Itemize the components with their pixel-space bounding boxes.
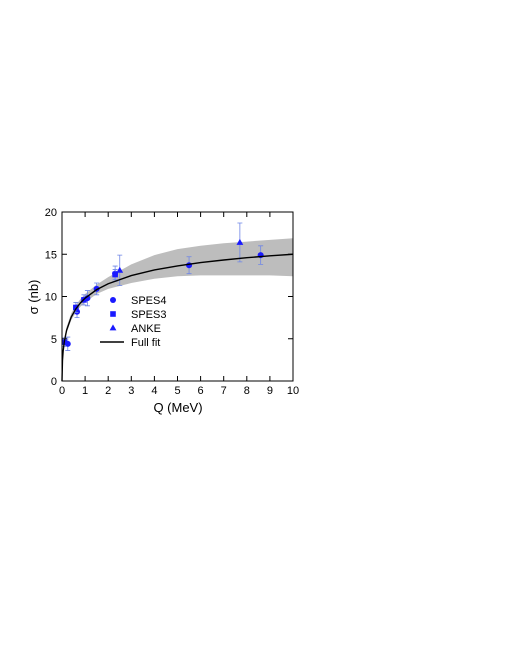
y-axis-label: σ (nb) (26, 280, 41, 315)
x-tick-label: 10 (287, 385, 299, 397)
legend-marker (110, 297, 116, 303)
y-tick-label: 20 (45, 207, 57, 219)
y-tick-label: 5 (51, 334, 57, 346)
x-tick-label: 7 (221, 385, 227, 397)
plot-frame (61, 211, 294, 382)
legend-label: Full fit (131, 337, 160, 349)
x-axis-label: Q (MeV) (153, 400, 202, 415)
x-tick-label: 3 (128, 385, 134, 397)
x-tick-label: 5 (174, 385, 180, 397)
legend-marker (110, 311, 116, 317)
marker (236, 238, 244, 245)
marker (73, 304, 79, 311)
legend-label: ANKE (131, 323, 161, 335)
x-tick-label: 0 (59, 385, 65, 397)
x-tick-label: 2 (105, 385, 111, 397)
y-tick-label: 0 (51, 376, 57, 388)
x-tick-label: 1 (82, 385, 88, 397)
uncertainty-band (62, 238, 293, 381)
y-tick-label: 15 (45, 249, 57, 261)
legend-label: SPES3 (131, 309, 166, 321)
marker (116, 266, 124, 273)
fit-line (61, 253, 294, 382)
legend-marker (109, 324, 117, 331)
x-tick-label: 6 (198, 385, 204, 397)
x-tick-label: 9 (267, 385, 273, 397)
x-tick-label: 4 (151, 385, 157, 397)
marker (112, 271, 118, 278)
y-tick-label: 10 (45, 292, 57, 304)
x-tick-label: 8 (244, 385, 250, 397)
legend-label: SPES4 (131, 295, 166, 307)
